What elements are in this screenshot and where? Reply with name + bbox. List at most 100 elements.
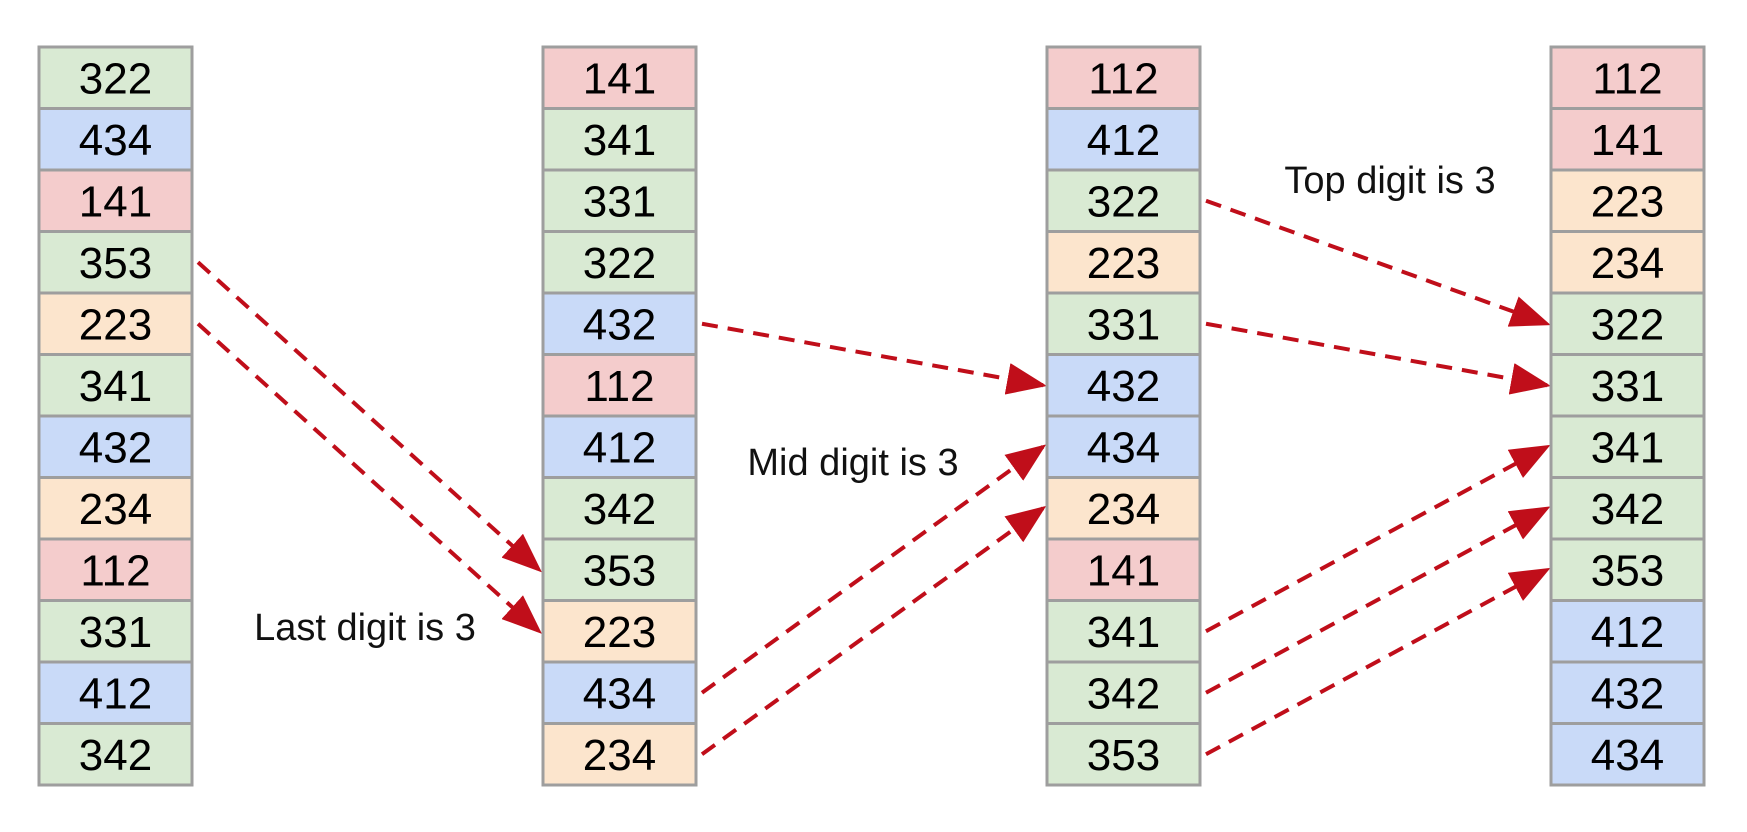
cell-box xyxy=(1045,168,1202,233)
cell-value: 112 xyxy=(80,546,150,595)
arrows-layer xyxy=(196,198,1551,757)
cell-value: 234 xyxy=(1591,239,1664,288)
cell-value: 141 xyxy=(583,54,656,103)
cell-box xyxy=(1549,660,1706,725)
cell-value: 112 xyxy=(584,362,654,411)
annotations-layer: Last digit is 3 Mid digit is 3 Top digit… xyxy=(254,160,1496,649)
cell-box xyxy=(37,291,194,356)
cell-box xyxy=(541,230,698,295)
cell-box xyxy=(37,414,194,479)
cell-box xyxy=(1549,291,1706,356)
cell-box xyxy=(1549,230,1706,295)
cell-value: 434 xyxy=(1591,731,1664,780)
cell-value: 234 xyxy=(79,485,152,534)
cell-value: 223 xyxy=(583,608,656,657)
cell-value: 353 xyxy=(79,239,152,288)
cell-value: 342 xyxy=(79,731,152,780)
cell-value: 432 xyxy=(1591,669,1664,718)
cell-box xyxy=(37,353,194,418)
move-arrow xyxy=(1205,567,1551,757)
cell-value: 353 xyxy=(1591,546,1664,595)
cell-box xyxy=(1045,45,1202,110)
cell-value: 234 xyxy=(1087,485,1160,534)
move-arrow xyxy=(1205,506,1551,695)
cell-box xyxy=(37,107,194,172)
cell-value: 141 xyxy=(79,177,152,226)
cell-value: 112 xyxy=(1592,54,1662,103)
cell-box xyxy=(37,476,194,541)
cell-box xyxy=(1549,168,1706,233)
annotation-top-digit: Top digit is 3 xyxy=(1284,160,1495,202)
cell-value: 341 xyxy=(583,116,656,165)
column-unsorted: 322 434 141 353 223 341 432 234 112 331 412 342 xyxy=(37,45,194,787)
cell-value: 412 xyxy=(1087,116,1160,165)
cell-box xyxy=(541,599,698,664)
move-arrow xyxy=(1205,321,1551,395)
cell-box xyxy=(1549,353,1706,418)
move-arrow xyxy=(196,260,542,573)
cell-box xyxy=(1045,414,1202,479)
cell-value: 434 xyxy=(79,116,152,165)
move-arrow xyxy=(1205,444,1551,634)
cell-value: 432 xyxy=(1087,362,1160,411)
cell-value: 412 xyxy=(79,669,152,718)
cell-box xyxy=(1549,476,1706,541)
annotation-last-digit: Last digit is 3 xyxy=(254,607,476,649)
cell-box xyxy=(1549,45,1706,110)
cell-value: 322 xyxy=(1087,177,1160,226)
cell-value: 342 xyxy=(583,485,656,534)
cell-value: 141 xyxy=(1591,116,1664,165)
cell-box xyxy=(541,476,698,541)
cell-value: 412 xyxy=(583,423,656,472)
cell-value: 322 xyxy=(583,239,656,288)
cell-box xyxy=(1549,722,1706,787)
cell-box xyxy=(37,168,194,233)
cell-box xyxy=(541,45,698,110)
cell-box xyxy=(541,537,698,602)
cell-box xyxy=(1549,537,1706,602)
move-arrow xyxy=(1205,198,1551,327)
cell-box xyxy=(541,168,698,233)
cell-value: 331 xyxy=(583,177,656,226)
cell-box xyxy=(37,722,194,787)
cell-value: 223 xyxy=(1591,177,1664,226)
cell-value: 322 xyxy=(79,54,152,103)
cell-value: 342 xyxy=(1087,669,1160,718)
annotation-mid-digit: Mid digit is 3 xyxy=(747,442,958,484)
cell-box xyxy=(541,353,698,418)
cell-box xyxy=(1549,414,1706,479)
column-after-mid-digit: 112 412 322 223 331 432 434 234 141 341 342 353 xyxy=(1045,45,1202,787)
move-arrow xyxy=(701,321,1047,395)
cell-value: 234 xyxy=(583,731,656,780)
cell-value: 341 xyxy=(1591,423,1664,472)
cell-box xyxy=(541,291,698,356)
cell-value: 223 xyxy=(79,300,152,349)
cell-value: 432 xyxy=(79,423,152,472)
move-arrow xyxy=(700,444,1047,695)
cell-box xyxy=(1045,537,1202,602)
cell-value: 141 xyxy=(1087,546,1160,595)
columns-layer: 322 434 141 353 223 341 432 234 112 331 412 342 141 3… xyxy=(37,45,1706,787)
cell-box xyxy=(1045,722,1202,787)
cell-value: 112 xyxy=(1088,54,1158,103)
cell-value: 434 xyxy=(1087,423,1160,472)
cell-value: 353 xyxy=(583,546,656,595)
cell-box xyxy=(1045,230,1202,295)
cell-value: 331 xyxy=(1591,362,1664,411)
column-after-last-digit: 141 341 331 322 432 112 412 342 353 223 434 234 xyxy=(541,45,698,787)
column-after-top-digit: 112 141 223 234 322 331 341 342 353 412 432 434 xyxy=(1549,45,1706,787)
cell-box xyxy=(1045,353,1202,418)
cell-box xyxy=(1045,476,1202,541)
cell-box xyxy=(541,722,698,787)
cell-value: 322 xyxy=(1591,300,1664,349)
cell-value: 331 xyxy=(1087,300,1160,349)
cell-value: 341 xyxy=(1087,608,1160,657)
move-arrow xyxy=(196,322,542,634)
cell-box xyxy=(541,660,698,725)
cell-value: 434 xyxy=(583,669,656,718)
cell-value: 353 xyxy=(1087,731,1160,780)
cell-box xyxy=(541,107,698,172)
cell-box xyxy=(1549,107,1706,172)
cell-value: 331 xyxy=(79,608,152,657)
